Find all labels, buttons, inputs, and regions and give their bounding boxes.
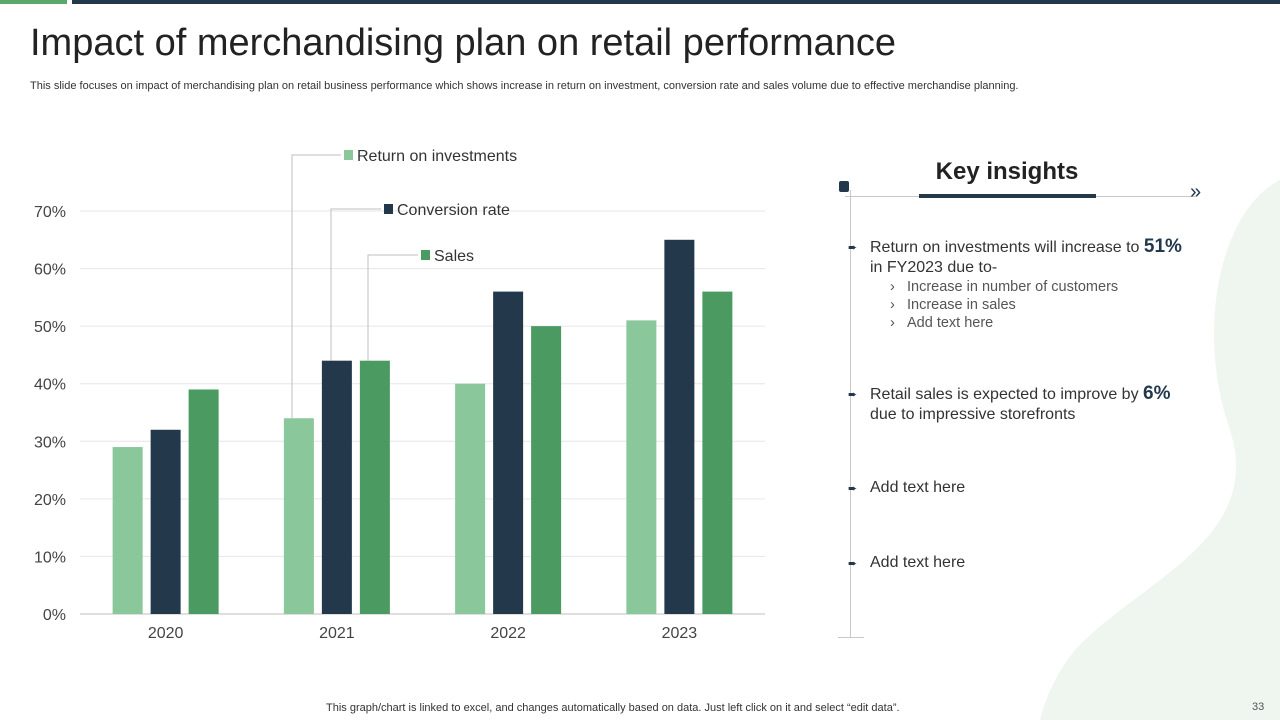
legend-label: Sales <box>434 248 474 265</box>
insights-title-underline <box>919 194 1096 198</box>
x-tick-label: 2021 <box>319 625 355 642</box>
insight-subitem: › Increase in sales <box>890 297 1016 313</box>
chevron-right-icon: › <box>890 315 895 331</box>
insights-vertical-line <box>850 190 851 638</box>
arrow-bullet-icon: ➨ <box>848 483 858 495</box>
footer-note: This graph/chart is linked to excel, and… <box>326 702 900 714</box>
bar-return-on-investments <box>112 447 143 614</box>
x-tick-label: 2020 <box>148 625 184 642</box>
bar-conversion-rate <box>664 239 695 615</box>
legend-swatch <box>344 150 353 160</box>
y-tick-label: 70% <box>34 204 66 221</box>
insight-item: Return on investments will increase to 5… <box>870 237 1182 278</box>
chevron-right-icon: › <box>890 297 895 313</box>
y-tick-label: 50% <box>34 319 66 336</box>
page-subtitle: This slide focuses on impact of merchand… <box>30 80 1019 92</box>
bar-conversion-rate <box>150 429 181 614</box>
x-tick-label: 2023 <box>662 625 698 642</box>
legend-leader-line <box>330 208 381 361</box>
insight-highlight: 51% <box>1143 236 1182 257</box>
insight-text: Return on investments will increase to <box>870 239 1144 256</box>
top-accent-bar-green <box>0 0 67 4</box>
y-tick-label: 10% <box>34 549 66 566</box>
insight-item: Add text here <box>870 479 966 496</box>
x-tick-label: 2022 <box>490 625 526 642</box>
y-tick-label: 0% <box>43 607 66 624</box>
bar-return-on-investments <box>626 320 657 614</box>
double-chevron-right-icon: » <box>1190 181 1202 203</box>
legend-swatch <box>421 250 430 260</box>
y-tick-label: 20% <box>34 492 66 509</box>
y-tick-label: 30% <box>34 434 66 451</box>
y-tick-label: 40% <box>34 377 66 394</box>
insight-item: Retail sales is expected to improve by 6… <box>870 384 1170 425</box>
page-number: 33 <box>1252 701 1265 713</box>
insight-highlight: 6% <box>1143 383 1171 404</box>
bar-sales <box>359 360 390 614</box>
legend-swatch <box>384 204 393 214</box>
insights-foot-line <box>838 637 864 638</box>
y-tick-label: 60% <box>34 262 66 279</box>
arrow-bullet-icon: ➨ <box>848 558 858 570</box>
page-title: Impact of merchandising plan on retail p… <box>30 22 897 64</box>
chevron-right-icon: › <box>890 279 895 295</box>
insight-item: Add text here <box>870 554 966 571</box>
bar-return-on-investments <box>455 383 486 614</box>
legend-leader-line <box>291 154 341 419</box>
legend-leader-line <box>367 254 418 361</box>
insight-text-continued: due to impressive storefronts <box>870 406 1076 423</box>
insight-text-continued: in FY2023 due to- <box>870 259 998 276</box>
arrow-bullet-icon: ➨ <box>848 242 858 254</box>
insight-text: Retail sales is expected to improve by <box>870 386 1144 403</box>
insight-subitem: › Increase in number of customers <box>890 279 1119 295</box>
bar-return-on-investments <box>283 418 314 614</box>
arrow-bullet-icon: ➨ <box>848 389 858 401</box>
bar-sales <box>188 389 219 614</box>
insights-title: Key insights <box>935 158 1079 185</box>
legend-label: Conversion rate <box>397 202 510 219</box>
top-accent-bar-dark <box>72 0 1280 4</box>
square-marker-icon <box>839 181 849 192</box>
bar-sales <box>531 326 562 614</box>
insight-subitem: › Add text here <box>890 315 994 331</box>
legend-label: Return on investments <box>357 148 517 165</box>
bar-conversion-rate <box>493 291 524 614</box>
bar-sales <box>702 291 733 614</box>
bar-conversion-rate <box>321 360 352 614</box>
